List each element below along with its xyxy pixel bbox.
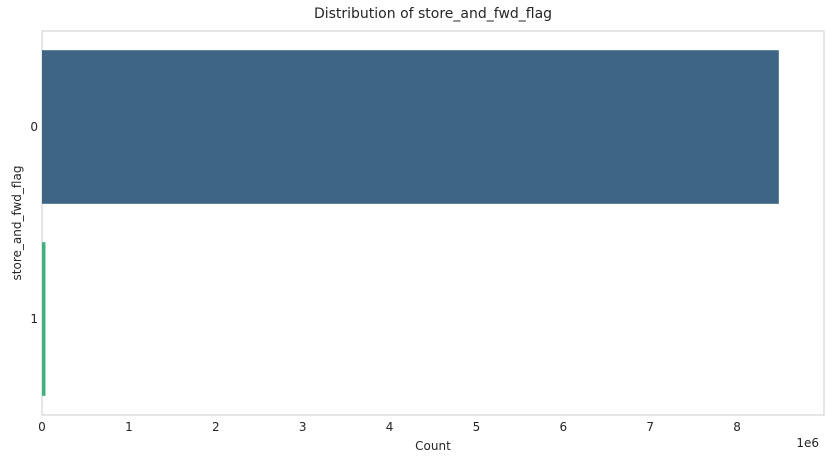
bar-0 xyxy=(42,50,779,204)
bar-1 xyxy=(42,242,46,396)
y-axis-label: store_and_fwd_flag xyxy=(10,166,24,281)
y-tick-label: 1 xyxy=(30,312,38,326)
x-tick-label: 4 xyxy=(386,420,394,434)
x-tick-label: 5 xyxy=(473,420,481,434)
y-tick-label: 0 xyxy=(30,120,38,134)
x-tick-label: 7 xyxy=(646,420,654,434)
x-tick-label: 2 xyxy=(212,420,220,434)
x-axis-offset-label: 1e6 xyxy=(796,436,819,450)
x-axis-label: Count xyxy=(415,439,451,453)
x-tick-label: 0 xyxy=(38,420,46,434)
chart-title: Distribution of store_and_fwd_flag xyxy=(314,6,552,22)
x-tick-label: 1 xyxy=(125,420,133,434)
x-tick-label: 8 xyxy=(733,420,741,434)
x-tick-label: 3 xyxy=(299,420,307,434)
plot-frame xyxy=(41,30,825,416)
x-tick-label: 6 xyxy=(560,420,568,434)
